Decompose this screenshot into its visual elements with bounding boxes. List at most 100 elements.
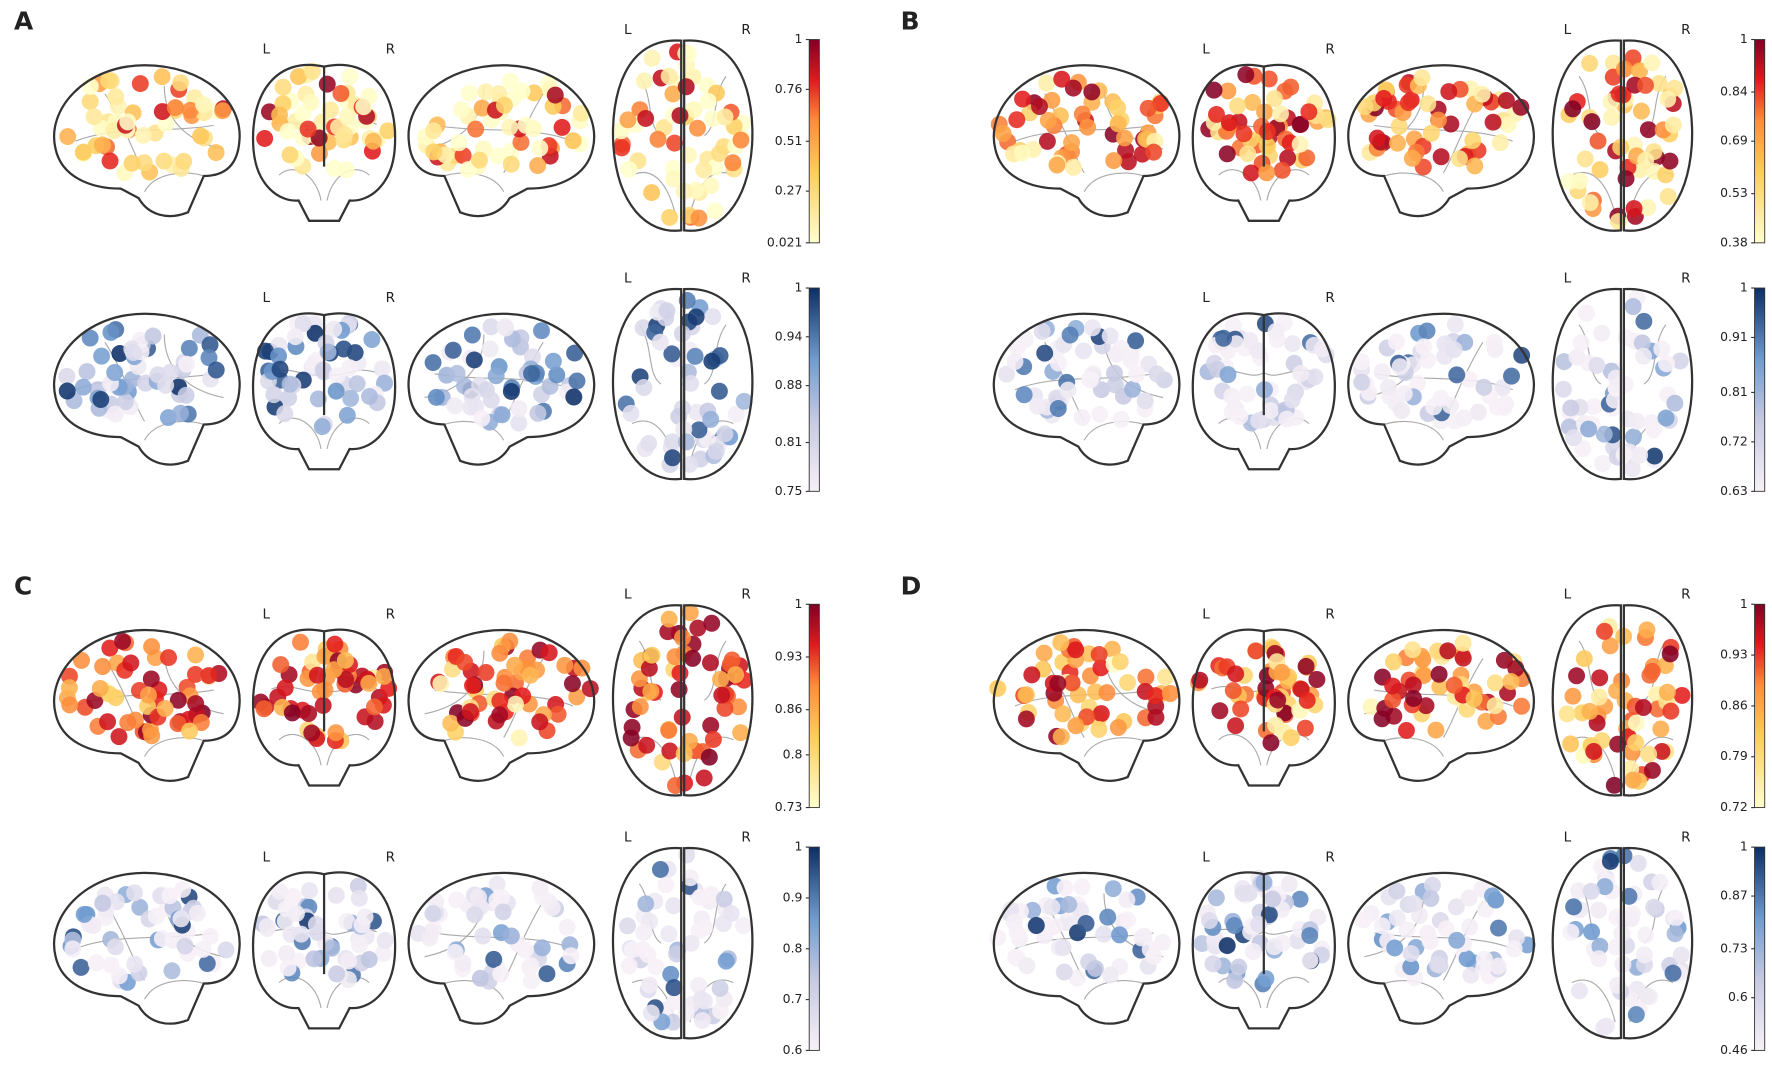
node: [1653, 742, 1671, 760]
node: [510, 729, 528, 747]
node: [1298, 149, 1316, 167]
node: [1063, 674, 1081, 692]
brain-row: [989, 847, 1694, 1040]
node: [1077, 914, 1095, 932]
node: [454, 147, 472, 164]
node: [338, 406, 356, 424]
node: [635, 72, 653, 90]
node: [1368, 129, 1386, 147]
node: [1016, 331, 1034, 349]
node: [181, 101, 199, 119]
brain-outline: [251, 871, 397, 1030]
hemisphere-label: L: [1564, 22, 1572, 38]
node: [1432, 389, 1450, 407]
node: [1662, 702, 1680, 720]
node: [1390, 117, 1408, 135]
node: [375, 667, 393, 685]
node: [1111, 926, 1129, 944]
node: [444, 341, 462, 359]
node: [471, 969, 489, 987]
node: [1464, 132, 1482, 149]
node: [1429, 955, 1446, 973]
node: [1017, 686, 1035, 704]
brain-sulci: [1364, 334, 1513, 441]
node: [126, 955, 144, 973]
node: [134, 126, 152, 144]
node: [1090, 646, 1108, 664]
hemisphere-label: L: [624, 22, 632, 38]
node: [322, 101, 339, 119]
node: [564, 132, 582, 150]
node: [376, 931, 394, 949]
node: [562, 947, 580, 965]
node: [177, 386, 195, 404]
node: [424, 354, 442, 372]
colorbar-tick-label: 0.72: [1720, 433, 1748, 448]
node: [1666, 925, 1684, 943]
node: [1282, 78, 1300, 96]
node: [1431, 678, 1449, 696]
node: [337, 671, 355, 688]
node: [1005, 913, 1023, 931]
node: [1119, 674, 1137, 692]
node: [1580, 420, 1598, 438]
node: [64, 940, 82, 958]
node: [1354, 911, 1372, 929]
colorbar-tick-label: 1: [795, 596, 803, 611]
node: [1260, 70, 1278, 88]
brain-outline: [53, 871, 241, 1025]
node: [1284, 335, 1302, 353]
node: [271, 360, 289, 378]
node: [1061, 326, 1079, 344]
node: [276, 405, 294, 423]
node: [143, 638, 161, 656]
node: [690, 976, 708, 994]
node: [1157, 668, 1175, 686]
node: [1224, 682, 1242, 700]
node: [681, 455, 699, 473]
node: [1308, 671, 1326, 688]
colorbar-tick-label: 0.8: [783, 746, 803, 761]
node: [200, 667, 218, 685]
node: [491, 644, 509, 662]
node: [1565, 898, 1583, 916]
node: [106, 405, 124, 423]
brain-outline: [407, 871, 596, 1025]
node: [307, 915, 325, 933]
node: [1223, 387, 1241, 405]
node: [1646, 447, 1663, 465]
node: [349, 877, 367, 895]
node: [1049, 400, 1067, 418]
node: [657, 876, 675, 894]
node: [1583, 113, 1601, 131]
node: [1659, 90, 1677, 108]
node: [1593, 324, 1611, 342]
brain-outline: [1551, 39, 1694, 232]
brain-row: [53, 288, 754, 481]
node: [201, 927, 219, 945]
node: [99, 713, 117, 731]
hemisphere-label: L: [263, 290, 271, 306]
node: [506, 656, 524, 674]
node: [699, 92, 717, 110]
node: [501, 632, 519, 650]
node: [533, 939, 551, 957]
node: [1036, 344, 1054, 362]
node: [1590, 688, 1608, 706]
node: [1239, 145, 1257, 163]
node: [1116, 129, 1134, 147]
node: [735, 392, 753, 410]
node: [704, 730, 722, 748]
node: [1292, 365, 1310, 382]
node: [1139, 99, 1157, 117]
node: [664, 85, 682, 103]
node: [703, 352, 721, 370]
node: [689, 119, 706, 137]
hemisphere-label: R: [1325, 606, 1335, 622]
node: [473, 409, 491, 427]
node: [200, 349, 218, 367]
node: [123, 154, 141, 172]
node: [1582, 882, 1600, 900]
node: [1258, 164, 1276, 182]
node: [147, 907, 165, 925]
